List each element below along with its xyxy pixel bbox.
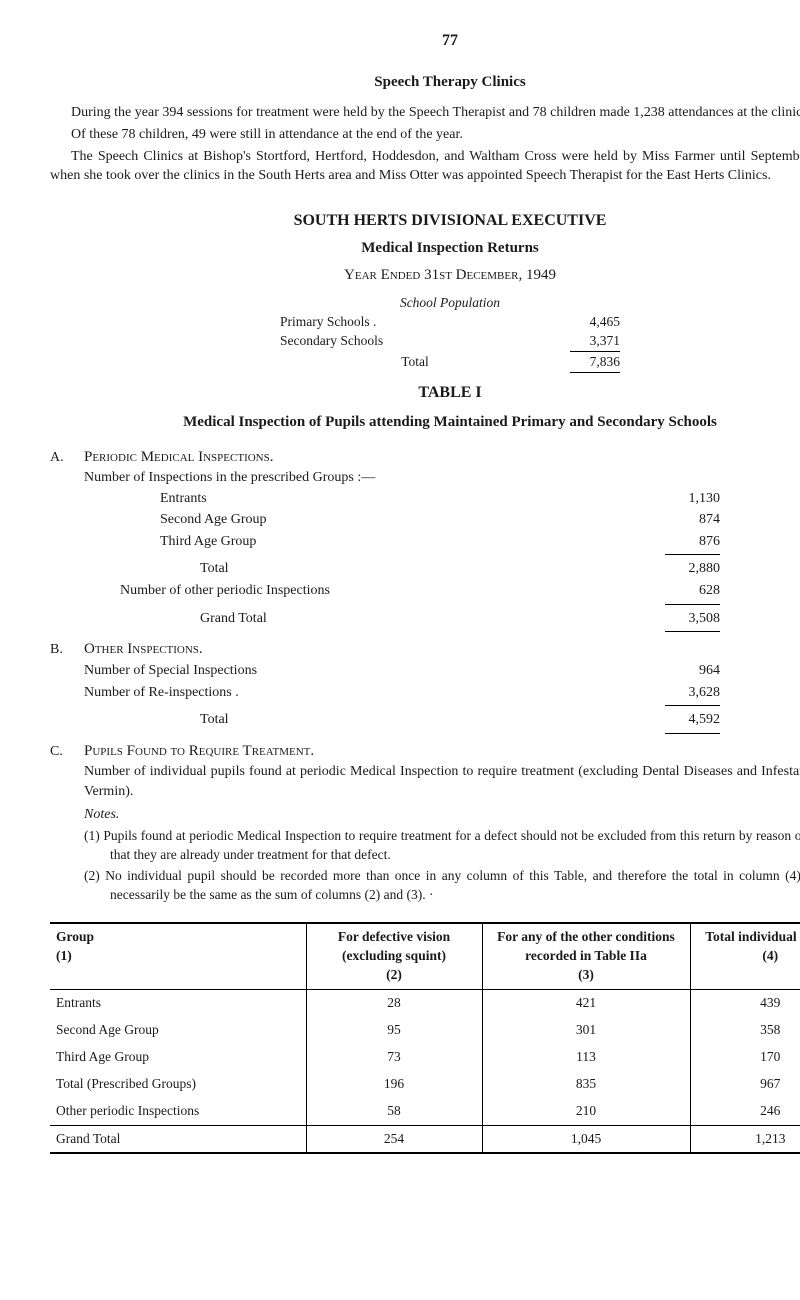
section-c-intro: Number of individual pupils found at per… [84,762,800,801]
exec-sub-heading: Medical Inspection Returns [50,238,800,259]
stat-label: Second Age Group [120,510,650,530]
table-row: Third Age Group73113170 [50,1044,800,1071]
pop-total: Total 7,836 [280,353,620,372]
pop-total-label: Total [280,353,550,372]
stat-label: Number of Special Inspections [84,661,650,681]
cell: 170 [690,1044,800,1071]
rule [665,705,720,707]
col-sub: (3) [489,966,684,985]
rule [665,554,720,556]
section-heading: Pupils Found to Require Treatment. [84,741,314,762]
pop-row-label: Secondary Schools [280,332,550,351]
table-row: Entrants28421439 [50,990,800,1017]
rule [570,372,620,374]
school-population: School Population Primary Schools . 4,46… [280,294,620,374]
cell: 358 [690,1017,800,1044]
col-sub: (1) [56,947,300,966]
section-a: A. Periodic Medical Inspections. Number … [50,447,800,633]
speech-p3: The Speech Clinics at Bishop's Stortford… [50,147,800,186]
cell: 113 [482,1044,690,1071]
note-2: (2) No individual pupil should be record… [110,867,800,905]
table1-title: Medical Inspection of Pupils attending M… [50,412,800,433]
stat-total-label: Total [84,710,650,730]
cell: 301 [482,1017,690,1044]
cell: 835 [482,1071,690,1098]
rule [665,733,720,735]
stat-val: 3,628 [650,683,720,703]
cell: 95 [306,1017,482,1044]
cell: Second Age Group [50,1017,306,1044]
page-number: 77 [50,30,800,52]
rule [665,631,720,633]
stat-val: 964 [650,661,720,681]
stat-label: Third Age Group [120,532,650,552]
stat-total-val: 2,880 [650,559,720,579]
rule [665,604,720,606]
stat-label: Number of other periodic Inspections [120,581,650,601]
cell: Third Age Group [50,1044,306,1071]
col-sub: (4) [697,947,800,966]
section-c: C. Pupils Found to Require Treatment. Nu… [50,741,800,904]
cell: Entrants [50,990,306,1017]
cell: 196 [306,1071,482,1098]
cell: 73 [306,1044,482,1071]
stat-total-val: 4,592 [650,710,720,730]
cell: 58 [306,1098,482,1125]
cell: 246 [690,1098,800,1125]
section-letter: C. [50,742,72,762]
col-sub: (2) [313,966,476,985]
stat-val: 876 [650,532,720,552]
stat-val: 628 [650,581,720,601]
col-head: For defective vision (excluding squint) [313,928,476,966]
section-b-stats: Number of Special Inspections964 Number … [84,660,720,735]
notes-label: Notes. [84,805,800,825]
data-table: Group (1) For defective vision (excludin… [50,922,800,1154]
section-a-stats: Entrants1,130 Second Age Group874 Third … [120,488,720,634]
exec-year: Year Ended 31st December, 1949 [50,265,800,286]
col-head: Group [56,928,300,947]
section-letter: A. [50,448,72,468]
stat-label: Number of Re-inspections . [84,683,650,703]
cell: Total (Prescribed Groups) [50,1071,306,1098]
pop-row-val: 3,371 [550,332,620,351]
cell: Other periodic Inspections [50,1098,306,1125]
footer-val: 1,045 [482,1125,690,1153]
pop-total-val: 7,836 [550,353,620,372]
footer-val: 254 [306,1125,482,1153]
section-b: B. Other Inspections. Number of Special … [50,639,800,735]
table-row: Second Age Group95301358 [50,1017,800,1044]
section-heading: Periodic Medical Inspections. [84,447,273,468]
section-letter: B. [50,640,72,660]
table-row: Other periodic Inspections58210246 [50,1098,800,1125]
grand-total-val: 3,508 [650,609,720,629]
speech-title: Speech Therapy Clinics [50,72,800,93]
pop-row: Primary Schools . 4,465 [280,313,620,332]
pop-row: Secondary Schools 3,371 [280,332,620,351]
section-a-intro: Number of Inspections in the prescribed … [84,468,800,488]
table-row: Total (Prescribed Groups)196835967 [50,1071,800,1098]
cell: 439 [690,990,800,1017]
speech-p1: During the year 394 sessions for treatme… [50,103,800,123]
section-heading: Other Inspections. [84,639,203,660]
note-1: (1) Pupils found at periodic Medical Ins… [110,827,800,865]
cell: 967 [690,1071,800,1098]
table1-label: TABLE I [50,382,800,404]
col-head: Total individual pupils [697,928,800,947]
grand-total-label: Grand Total [120,609,650,629]
pop-row-label: Primary Schools . [280,313,550,332]
cell: 28 [306,990,482,1017]
stat-val: 1,130 [650,489,720,509]
stat-label: Entrants [120,489,650,509]
footer-label: Grand Total [50,1125,306,1153]
stat-val: 874 [650,510,720,530]
exec-main-heading: SOUTH HERTS DIVISIONAL EXECUTIVE [50,210,800,232]
speech-p2: Of these 78 children, 49 were still in a… [50,125,800,145]
pop-label: School Population [280,294,620,313]
pop-row-val: 4,465 [550,313,620,332]
col-head: For any of the other conditions recorded… [489,928,684,966]
cell: 210 [482,1098,690,1125]
cell: 421 [482,990,690,1017]
stat-total-label: Total [120,559,650,579]
footer-val: 1,213 [690,1125,800,1153]
